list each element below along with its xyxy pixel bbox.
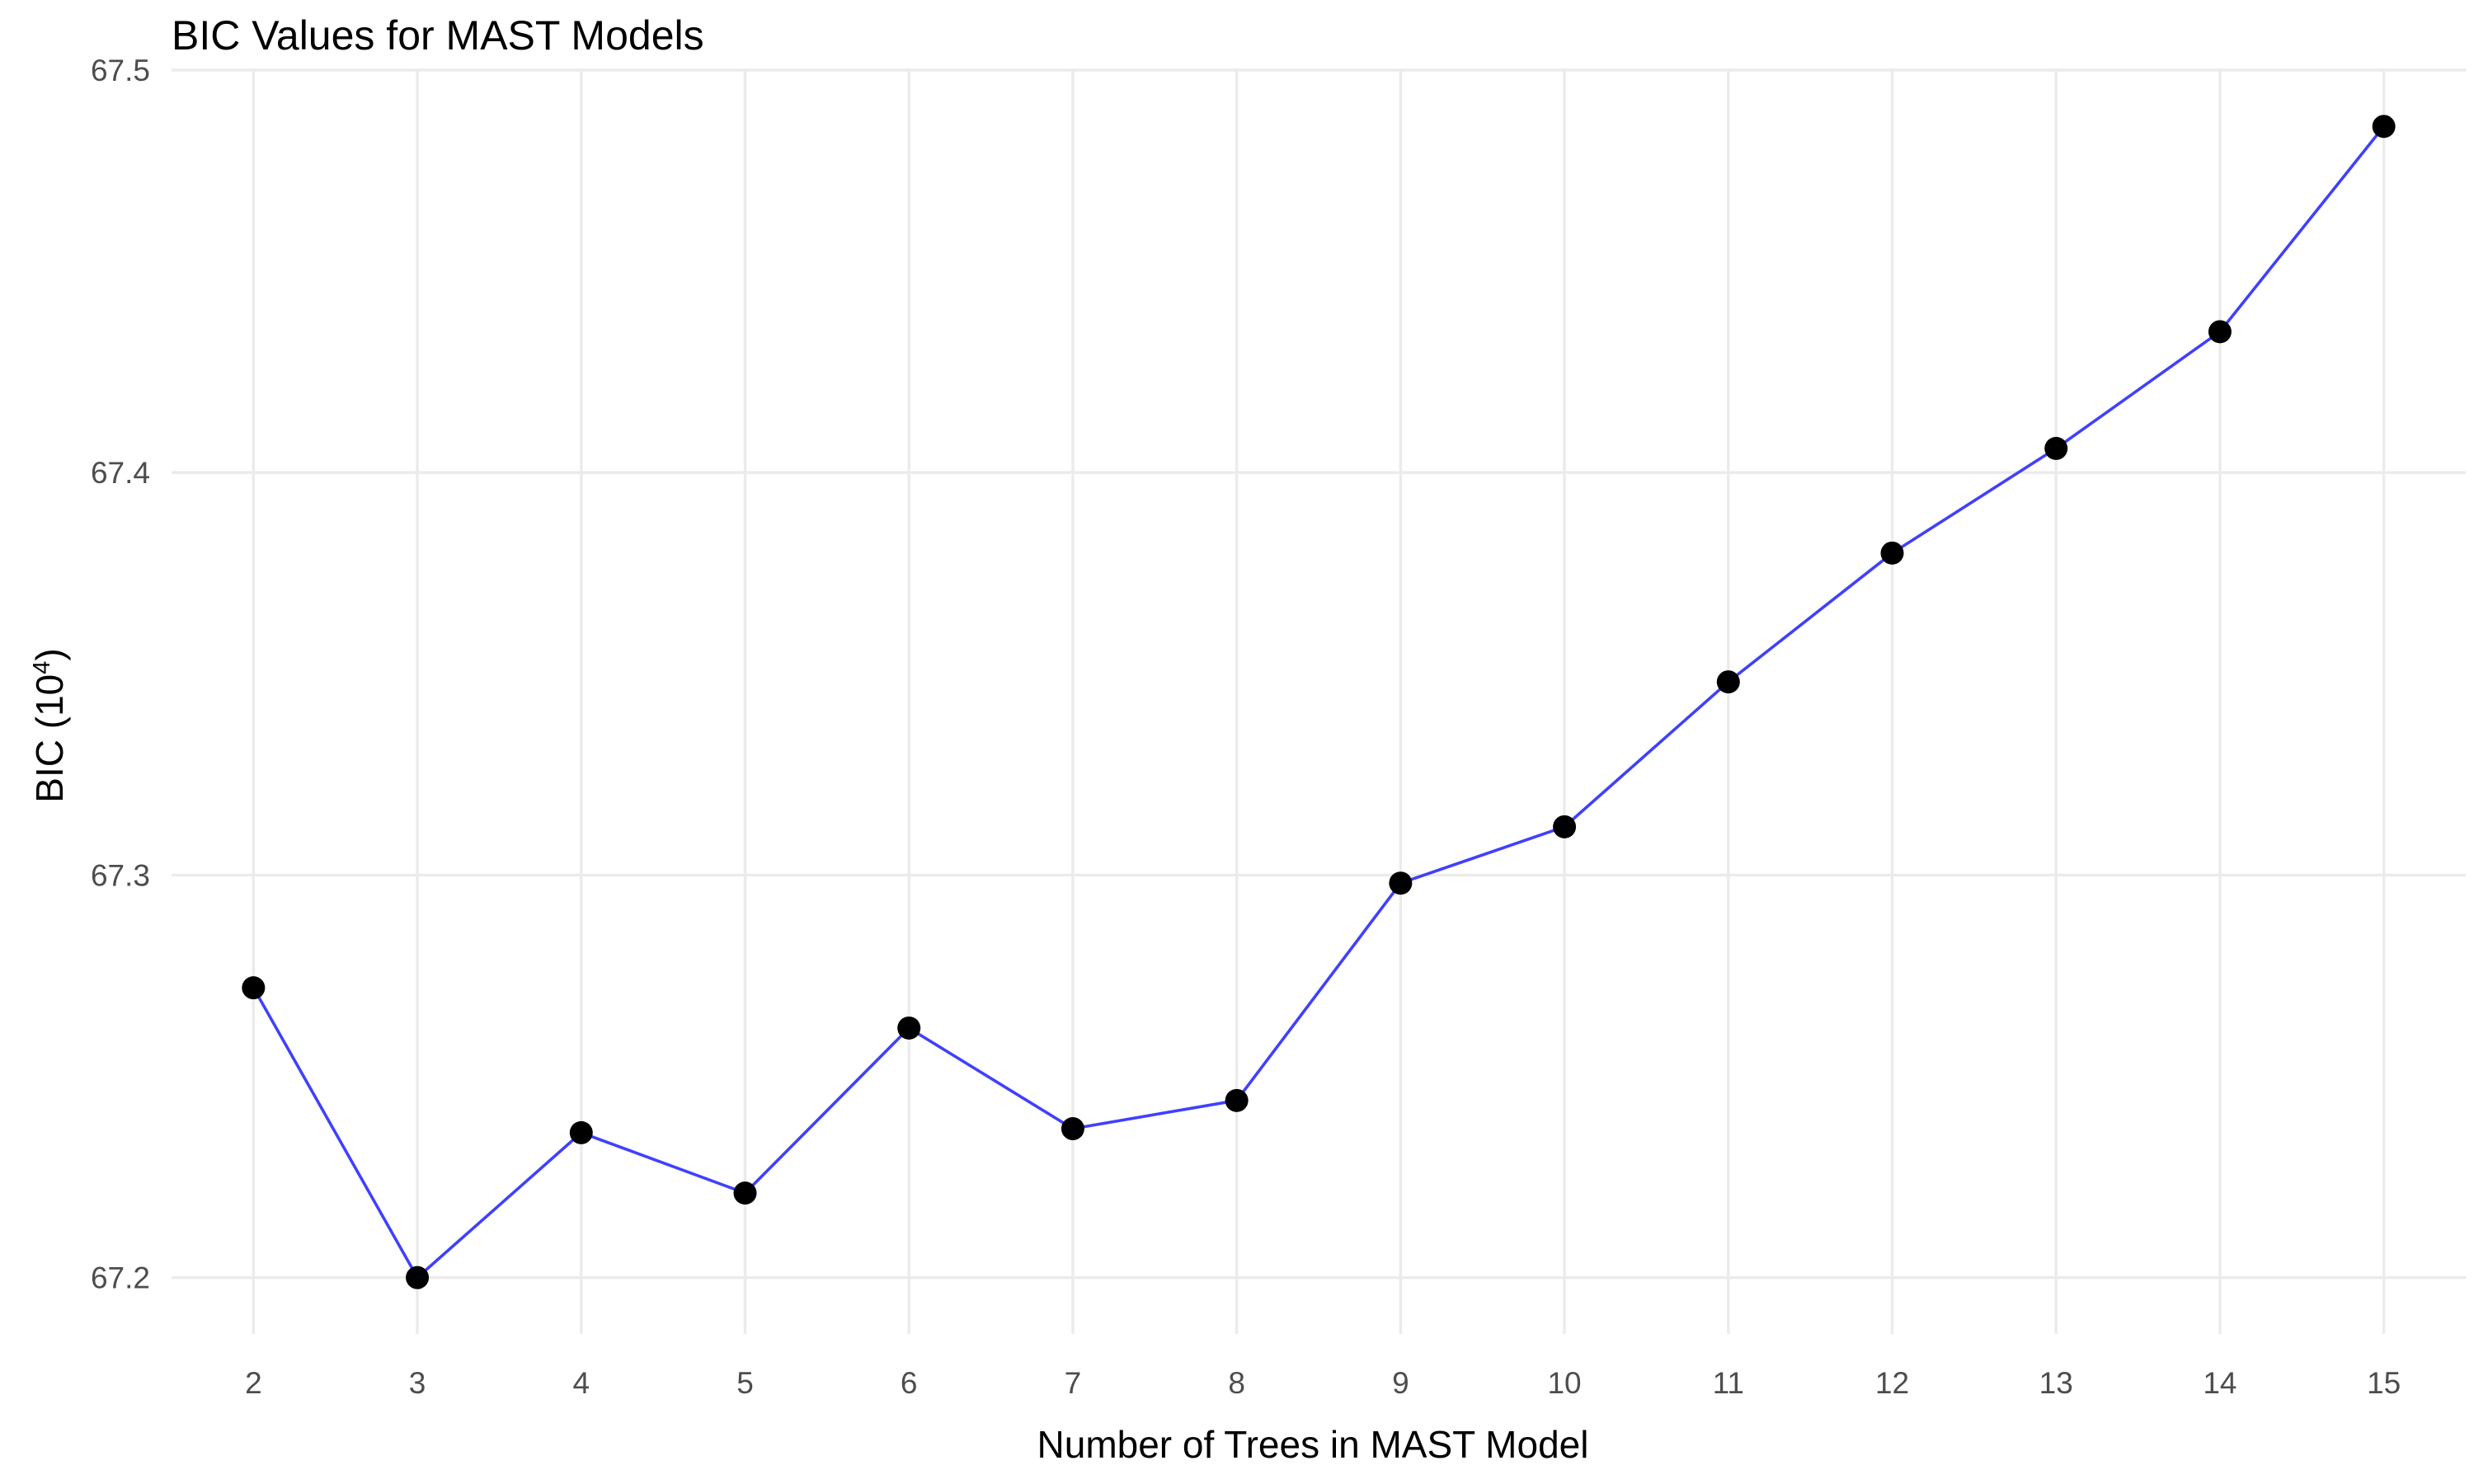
data-point-7 — [1061, 1117, 1084, 1141]
chart-title: BIC Values for MAST Models — [172, 12, 704, 59]
y-axis-title-suffix: ) — [28, 648, 71, 660]
x-tick-labels: 2 3 4 5 6 7 8 9 10 11 12 13 14 15 — [245, 1366, 2401, 1400]
data-point-11 — [1716, 670, 1740, 694]
x-tick-label: 9 — [1392, 1366, 1409, 1400]
data-point-13 — [2044, 436, 2068, 460]
y-axis-title: BIC (104) — [28, 648, 71, 802]
y-axis-title-exponent: 4 — [29, 661, 55, 674]
data-point-3 — [406, 1266, 430, 1289]
y-tick-label: 67.5 — [91, 54, 150, 87]
x-tick-label: 12 — [1875, 1366, 1909, 1400]
x-tick-label: 5 — [736, 1366, 754, 1400]
series-line — [252, 124, 2386, 1280]
data-point-9 — [1389, 871, 1413, 895]
data-point-2 — [242, 976, 266, 1000]
x-tick-label: 8 — [1228, 1366, 1245, 1400]
data-point-12 — [1880, 541, 1904, 565]
data-point-10 — [1553, 815, 1577, 838]
data-point-8 — [1225, 1088, 1249, 1112]
y-tick-label: 67.4 — [91, 456, 150, 490]
x-tick-label: 3 — [409, 1366, 426, 1400]
y-tick-label: 67.3 — [91, 858, 150, 892]
data-point-15 — [2372, 115, 2396, 139]
x-tick-label: 2 — [245, 1366, 262, 1400]
x-tick-label: 6 — [901, 1366, 918, 1400]
data-point-5 — [733, 1181, 757, 1205]
x-tick-label: 4 — [572, 1366, 590, 1400]
x-tick-label: 11 — [1713, 1366, 1744, 1400]
grid-lines — [172, 68, 2466, 1334]
data-point-6 — [897, 1016, 921, 1040]
x-tick-label: 7 — [1065, 1366, 1082, 1400]
data-point-4 — [569, 1120, 593, 1144]
y-tick-labels: 67.2 67.3 67.4 67.5 — [91, 54, 150, 1295]
x-tick-label: 15 — [2367, 1366, 2401, 1400]
x-tick-label: 13 — [2039, 1366, 2073, 1400]
series-line-layer — [252, 124, 2386, 1280]
x-axis-title: Number of Trees in MAST Model — [1037, 1423, 1589, 1466]
x-tick-label: 10 — [1547, 1366, 1581, 1400]
y-axis-title-base: BIC (10 — [28, 674, 71, 803]
data-point-14 — [2208, 320, 2232, 344]
y-tick-label: 67.2 — [91, 1261, 150, 1295]
data-points-layer — [242, 115, 2396, 1289]
x-tick-label: 14 — [2203, 1366, 2236, 1400]
